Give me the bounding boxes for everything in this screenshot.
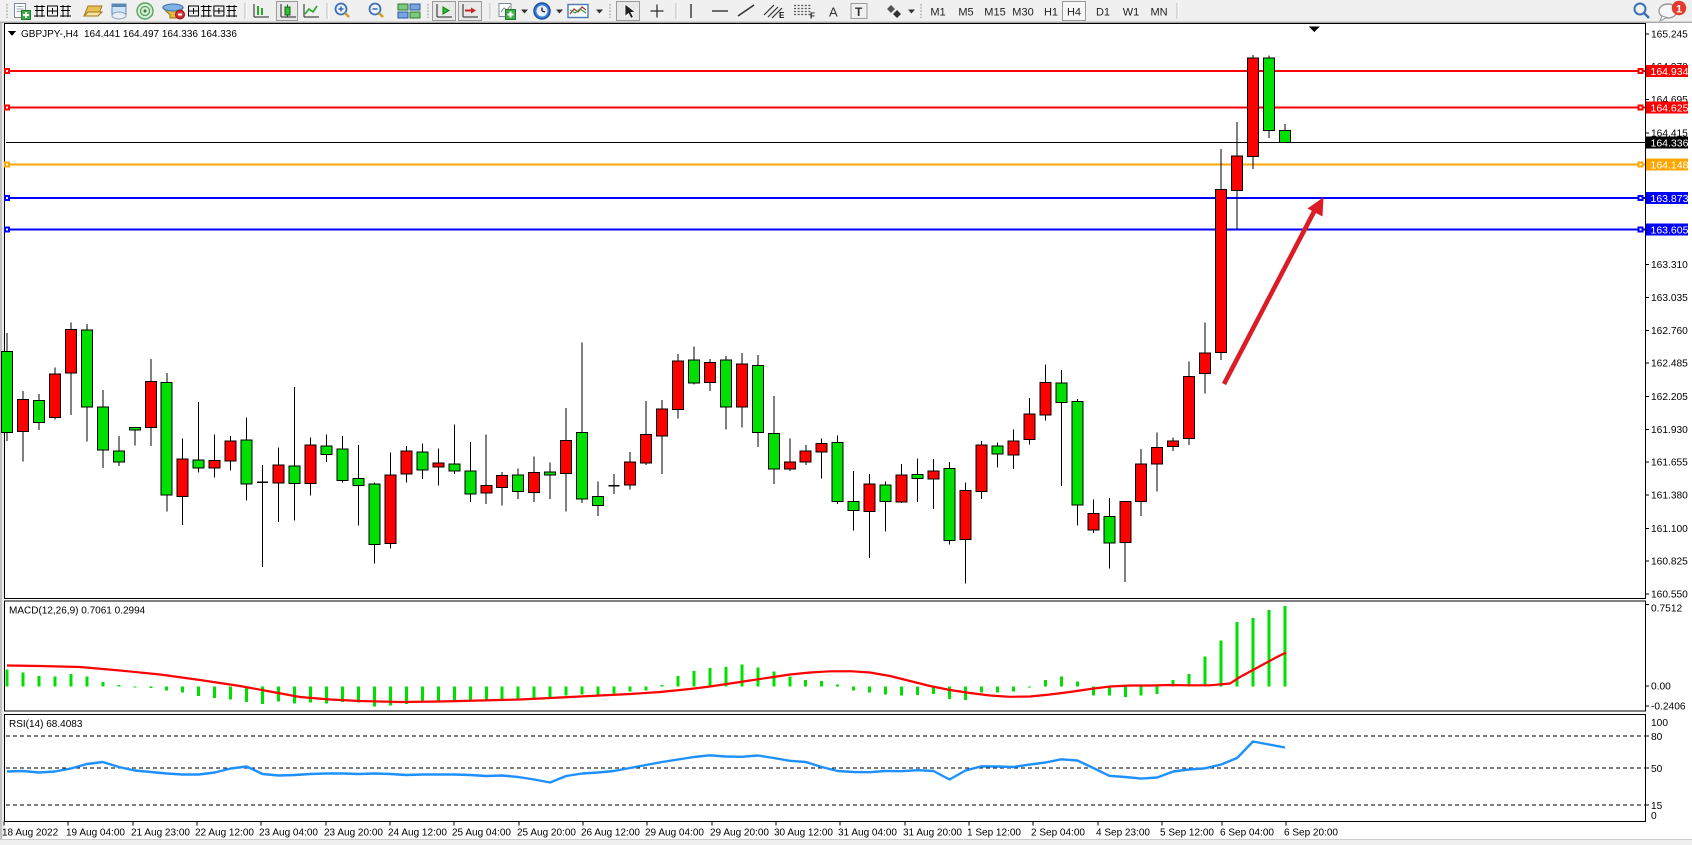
svg-text:22 Aug 12:00: 22 Aug 12:00 [195,828,254,839]
svg-text:H4: H4 [1067,7,1081,19]
svg-text:T: T [855,5,863,19]
svg-text:163.310: 163.310 [1651,260,1688,271]
svg-text:M15: M15 [984,7,1005,19]
svg-text:2 Sep 04:00: 2 Sep 04:00 [1031,828,1085,839]
svg-text:-0.2406: -0.2406 [1651,702,1686,713]
svg-text:162.485: 162.485 [1651,359,1688,370]
svg-text:161.655: 161.655 [1651,458,1688,469]
svg-text:25 Aug 04:00: 25 Aug 04:00 [452,828,511,839]
svg-text:1 Sep 12:00: 1 Sep 12:00 [967,828,1021,839]
svg-text:30 Aug 12:00: 30 Aug 12:00 [774,828,833,839]
svg-text:0.7512: 0.7512 [1651,604,1682,615]
svg-text:160.825: 160.825 [1651,557,1688,568]
svg-text:164.934: 164.934 [1651,66,1689,78]
svg-text:0: 0 [1651,811,1657,822]
svg-text:50: 50 [1651,764,1663,775]
svg-text:163.035: 163.035 [1651,293,1688,304]
svg-text:164.695: 164.695 [1651,95,1688,106]
svg-text:163.605: 163.605 [1651,224,1689,236]
svg-text:A: A [829,5,838,20]
svg-text:18 Aug 2022: 18 Aug 2022 [2,828,59,839]
svg-text:25 Aug 20:00: 25 Aug 20:00 [517,828,576,839]
svg-text:80: 80 [1651,732,1663,743]
svg-text:F: F [810,12,815,21]
svg-text:161.380: 161.380 [1651,490,1688,501]
svg-text:163.873: 163.873 [1651,193,1689,205]
svg-text:160.550: 160.550 [1651,589,1688,600]
svg-text:4 Sep 23:00: 4 Sep 23:00 [1096,828,1150,839]
svg-text:26 Aug 12:00: 26 Aug 12:00 [581,828,640,839]
svg-text:M1: M1 [930,7,945,19]
svg-text:31 Aug 04:00: 31 Aug 04:00 [838,828,897,839]
svg-text:162.205: 162.205 [1651,392,1688,403]
svg-text:6 Sep 04:00: 6 Sep 04:00 [1220,828,1274,839]
svg-text:100: 100 [1651,718,1668,729]
svg-text:15: 15 [1651,801,1663,812]
svg-text:165.245: 165.245 [1651,29,1688,40]
svg-text:161.930: 161.930 [1651,425,1688,436]
svg-text:24 Aug 12:00: 24 Aug 12:00 [388,828,447,839]
svg-text:164.415: 164.415 [1651,128,1688,139]
svg-text:21 Aug 23:00: 21 Aug 23:00 [131,828,190,839]
svg-text:5 Sep 12:00: 5 Sep 12:00 [1160,828,1214,839]
svg-text:162.760: 162.760 [1651,326,1688,337]
svg-text:D1: D1 [1096,7,1110,19]
svg-text:29 Aug 20:00: 29 Aug 20:00 [710,828,769,839]
svg-text:0.00: 0.00 [1651,681,1671,692]
svg-text:31 Aug 20:00: 31 Aug 20:00 [903,828,962,839]
svg-text:W1: W1 [1123,7,1140,19]
svg-text:MACD(12,26,9) 0.7061 0.2994: MACD(12,26,9) 0.7061 0.2994 [9,606,146,617]
svg-text:6 Sep 20:00: 6 Sep 20:00 [1284,828,1338,839]
svg-text:23 Aug 04:00: 23 Aug 04:00 [259,828,318,839]
svg-text:164.148: 164.148 [1651,159,1689,171]
svg-text:E: E [779,11,785,20]
svg-text:29 Aug 04:00: 29 Aug 04:00 [645,828,704,839]
svg-text:161.100: 161.100 [1651,524,1688,535]
svg-text:1: 1 [1676,4,1682,16]
svg-text:19 Aug 04:00: 19 Aug 04:00 [66,828,125,839]
svg-text:GBPJPY-,H4 164.441 164.497 16: GBPJPY-,H4 164.441 164.497 164.336 164.3… [21,29,237,40]
svg-text:H1: H1 [1044,7,1058,19]
svg-text:23 Aug 20:00: 23 Aug 20:00 [324,828,383,839]
svg-text:M5: M5 [958,7,973,19]
svg-text:M30: M30 [1012,7,1033,19]
svg-text:MN: MN [1150,7,1167,19]
svg-text:RSI(14) 68.4083: RSI(14) 68.4083 [9,719,83,730]
svg-text:164.625: 164.625 [1651,102,1689,114]
svg-text:164.336: 164.336 [1651,137,1689,149]
